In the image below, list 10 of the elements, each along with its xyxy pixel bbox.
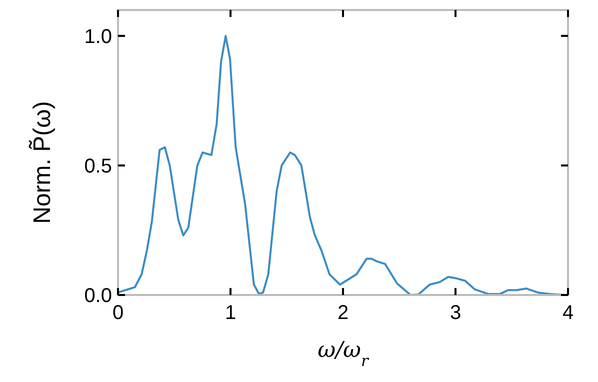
x-tick-label: 3 [450, 302, 462, 324]
x-tick-label: 0 [112, 302, 124, 324]
x-tick-label: 4 [562, 302, 574, 324]
y-tick-label: 0.5 [84, 155, 112, 178]
x-tick-label: 2 [337, 302, 349, 324]
y-tick-label: 1.0 [84, 26, 112, 48]
y-tick-label: 0.0 [84, 285, 112, 307]
x-axis-title: ω/ω$_{r}$ [318, 338, 370, 370]
y-axis-title: Norm. P̃(ω) [28, 101, 56, 224]
x-tick-label: 1 [224, 302, 236, 324]
